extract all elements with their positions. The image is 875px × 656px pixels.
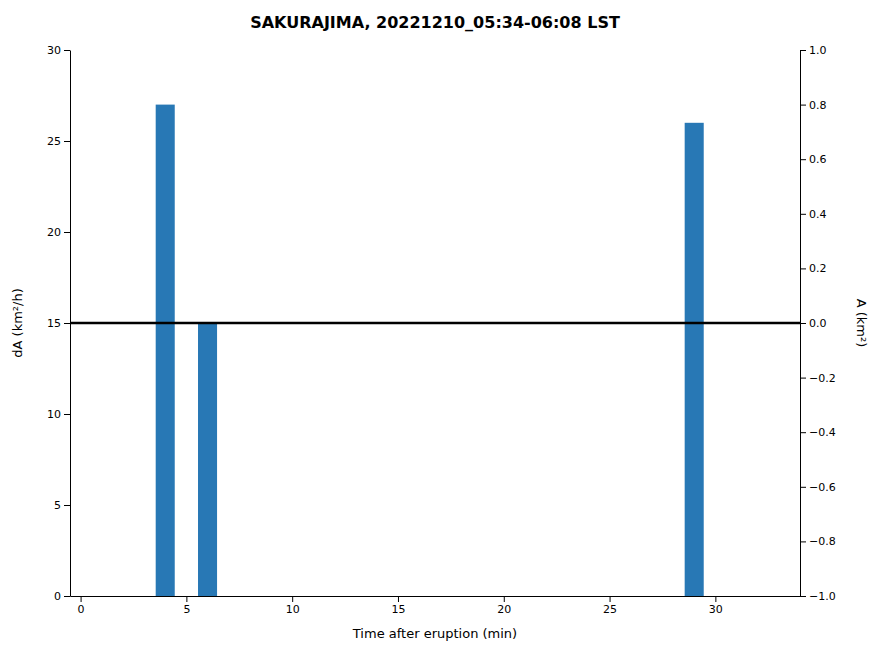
tick: 20 <box>497 596 511 616</box>
tick-mark <box>64 141 70 142</box>
tick-label: 25 <box>47 135 61 148</box>
tick-label: 1.0 <box>809 44 827 57</box>
tick-label: 30 <box>47 44 61 57</box>
tick-mark <box>800 159 806 160</box>
tick: 30 <box>709 596 723 616</box>
y2-axis: −1.0 −0.8 −0.6 −0.4 −0.2 0.0 0.2 0.4 0.6 0.8 1.0 <box>800 44 836 603</box>
tick: 30 <box>47 44 70 57</box>
tick-label: 0.4 <box>809 208 827 221</box>
tick-mark <box>800 378 806 379</box>
axis-line <box>71 596 801 597</box>
tick-label: 0.0 <box>809 317 827 330</box>
tick: 25 <box>603 596 617 616</box>
tick-mark <box>64 505 70 506</box>
tick-label: −0.6 <box>809 481 836 494</box>
tick-label: 0.6 <box>809 153 827 166</box>
tick-mark <box>800 541 806 542</box>
tick: 20 <box>47 226 70 239</box>
tick: 0 <box>78 596 85 616</box>
tick: 0.2 <box>800 262 827 275</box>
tick-label: −0.4 <box>809 426 836 439</box>
tick-mark <box>800 105 806 106</box>
tick-label: 20 <box>47 226 61 239</box>
reference-line <box>70 322 800 325</box>
tick-mark <box>292 596 293 602</box>
y-axis: 0 5 10 15 20 25 30 <box>47 44 71 603</box>
tick-label: 15 <box>47 317 61 330</box>
tick: 1.0 <box>800 44 827 57</box>
bar <box>685 123 704 596</box>
tick-label: 25 <box>603 603 617 616</box>
tick-label: 30 <box>709 603 723 616</box>
tick-mark <box>800 432 806 433</box>
tick: −0.4 <box>800 426 836 439</box>
tick-mark <box>800 268 806 269</box>
axis-line <box>70 51 71 597</box>
tick-mark <box>800 323 806 324</box>
chart: 0 5 10 15 20 25 30 0 5 10 15 20 25 30 −1.0 −0.8 −0.6 −0.4… <box>0 0 875 656</box>
tick: 10 <box>47 408 70 421</box>
tick-mark <box>800 487 806 488</box>
tick: −1.0 <box>800 590 836 603</box>
tick: 0.4 <box>800 208 827 221</box>
tick-mark <box>800 596 806 597</box>
tick-mark <box>64 50 70 51</box>
tick-label: 0.2 <box>809 262 827 275</box>
tick: 5 <box>54 499 70 512</box>
tick-mark <box>504 596 505 602</box>
tick: −0.2 <box>800 372 836 385</box>
tick-label: 5 <box>54 499 61 512</box>
tick: 0.0 <box>800 317 827 330</box>
tick-mark <box>800 214 806 215</box>
tick: 0 <box>54 590 70 603</box>
tick-label: 10 <box>286 603 300 616</box>
tick-label: −0.8 <box>809 535 836 548</box>
tick-mark <box>64 596 70 597</box>
tick: 25 <box>47 135 70 148</box>
tick-label: 0 <box>54 590 61 603</box>
tick-label: 20 <box>497 603 511 616</box>
tick: 0.8 <box>800 99 827 112</box>
bar <box>198 323 217 596</box>
tick-label: 0 <box>78 603 85 616</box>
plot: 0 5 10 15 20 25 30 0 5 10 15 20 25 30 −1.0 −0.8 −0.6 −0.4… <box>47 44 836 616</box>
tick-label: 0.8 <box>809 99 827 112</box>
bar <box>156 105 175 596</box>
tick: −0.8 <box>800 535 836 548</box>
tick-label: −0.2 <box>809 372 836 385</box>
tick-label: 5 <box>183 603 190 616</box>
tick-mark <box>800 50 806 51</box>
tick-mark <box>186 596 187 602</box>
tick: 0.6 <box>800 153 827 166</box>
tick: −0.6 <box>800 481 836 494</box>
tick-mark <box>610 596 611 602</box>
tick: 15 <box>391 596 405 616</box>
tick: 15 <box>47 317 70 330</box>
tick-label: 15 <box>391 603 405 616</box>
tick: 10 <box>286 596 300 616</box>
tick-mark <box>81 596 82 602</box>
x-axis: 0 5 10 15 20 25 30 <box>71 596 801 616</box>
tick-mark <box>398 596 399 602</box>
x-axis-title: Time after eruption (min) <box>352 626 517 641</box>
tick-mark <box>64 414 70 415</box>
tick-mark <box>715 596 716 602</box>
tick-label: −1.0 <box>809 590 836 603</box>
tick: 5 <box>183 596 190 616</box>
title: SAKURAJIMA, 20221210_05:34-06:08 LST <box>250 13 620 32</box>
tick-mark <box>64 323 70 324</box>
y2-axis-title: A (km²) <box>854 299 869 348</box>
marks <box>70 105 800 596</box>
y-axis-title: dA (km²/h) <box>10 288 25 357</box>
tick-mark <box>64 232 70 233</box>
tick-label: 10 <box>47 408 61 421</box>
